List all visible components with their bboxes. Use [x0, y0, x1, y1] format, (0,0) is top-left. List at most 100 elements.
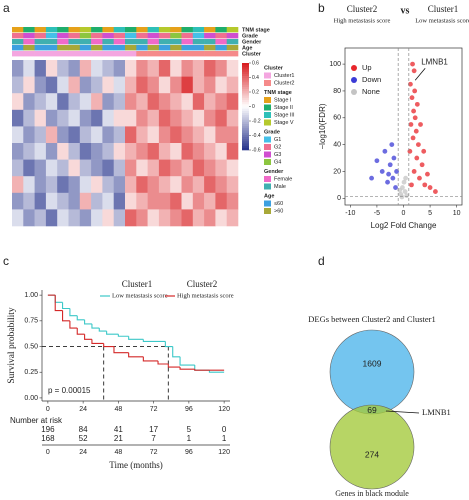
- annotation-cell: [34, 33, 47, 39]
- annotation-cell: [91, 51, 103, 57]
- heat-cell: [34, 192, 47, 210]
- heat-cell: [79, 126, 92, 144]
- colorbar-step: [242, 141, 249, 144]
- heat-cell: [136, 109, 148, 127]
- survival-step: [106, 331, 119, 335]
- heat-cell: [226, 209, 239, 227]
- point: [374, 158, 380, 164]
- header-title: Cluster2: [347, 4, 378, 14]
- point: [427, 185, 433, 190]
- legend-marker: [351, 89, 357, 95]
- heat-cell: [79, 159, 92, 177]
- heat-cell: [102, 159, 114, 177]
- survival-step: [91, 323, 100, 329]
- heat-cell: [204, 143, 216, 160]
- survival-step: [76, 328, 85, 335]
- heat-cell: [136, 93, 148, 111]
- venn-set: [329, 329, 415, 415]
- heat-cell: [226, 126, 239, 144]
- heat-cell: [170, 143, 182, 160]
- p-value: p = 0.00015: [48, 386, 91, 395]
- heat-cell: [68, 76, 81, 94]
- header-subtitle: Low metastasis score: [415, 17, 469, 24]
- annotation-cell: [91, 33, 103, 39]
- panel-label: d: [318, 254, 325, 268]
- heat-cell: [45, 159, 58, 177]
- heat-cell: [113, 176, 126, 194]
- point: [397, 187, 403, 193]
- heat-cell: [113, 192, 126, 210]
- annotation-cell: [34, 45, 47, 51]
- legend-title: TNM stage: [264, 90, 292, 96]
- annotation-cell: [68, 33, 81, 39]
- y-tick-label: 0.00: [24, 395, 38, 402]
- legend-label: Low metastasis score: [112, 292, 168, 299]
- legend-title: Grade: [264, 129, 280, 135]
- annotation-cell: [34, 39, 47, 45]
- survival-step: [117, 334, 129, 337]
- annotation-cell: [12, 27, 24, 33]
- heat-cell: [34, 143, 47, 160]
- legend-swatch: [264, 159, 271, 165]
- heat-cell: [158, 159, 171, 177]
- heat-cell: [136, 209, 148, 227]
- y-axis-label: Survival probability: [7, 307, 17, 384]
- colorbar-step: [242, 69, 249, 72]
- x-tick-label: 96: [185, 406, 193, 413]
- annotation-cell: [57, 39, 69, 45]
- annotation-cell: [204, 33, 216, 39]
- heat-cell: [215, 159, 227, 177]
- x-tick-label: 24: [79, 449, 87, 456]
- point: [385, 179, 390, 185]
- panel-label: c: [3, 254, 9, 268]
- legend-label: Stage I: [274, 97, 292, 103]
- heat-cell: [136, 159, 148, 177]
- panel-label: b: [318, 1, 325, 15]
- heat-cell: [113, 209, 126, 227]
- annotation-cell: [215, 27, 227, 33]
- point: [391, 155, 397, 161]
- x-axis-label: Time (months): [109, 460, 162, 470]
- heat-cell: [204, 126, 216, 144]
- heat-cell: [215, 209, 227, 227]
- heat-cell: [113, 143, 126, 160]
- annotation-cell: [215, 51, 227, 57]
- annotation-cell: [12, 45, 24, 51]
- point: [409, 182, 414, 188]
- legend-label: Down: [362, 75, 381, 84]
- heat-cell: [136, 76, 148, 94]
- x-tick-label: -5: [374, 210, 380, 217]
- heat-cell: [68, 209, 81, 227]
- heat-cell: [136, 126, 148, 144]
- annotation: LMNB1: [422, 407, 451, 417]
- risk-count: 17: [149, 425, 158, 434]
- heat-cell: [91, 192, 103, 210]
- legend-swatch: [264, 208, 271, 214]
- heat-cell: [79, 192, 92, 210]
- legend-label: >60: [274, 208, 283, 214]
- point: [411, 68, 417, 74]
- colorbar-step: [242, 136, 249, 140]
- annotation-cell: [79, 33, 92, 39]
- risk-count: 5: [187, 425, 192, 434]
- annotation-cell: [12, 39, 24, 45]
- y-tick-label: 0.25: [24, 369, 38, 376]
- annotation-cell: [226, 27, 239, 33]
- heat-cell: [68, 93, 81, 111]
- legend-label: Up: [362, 63, 372, 72]
- point: [394, 169, 399, 174]
- point: [403, 175, 409, 181]
- annotation-cell: [226, 51, 239, 57]
- heat-cell: [136, 192, 148, 210]
- heat-cell: [102, 209, 114, 227]
- legend-swatch: [264, 136, 271, 143]
- heat-cell: [113, 109, 126, 127]
- point: [414, 101, 420, 107]
- heat-cell: [181, 126, 194, 144]
- annotation-cell: [181, 27, 194, 33]
- heat-cell: [125, 176, 137, 194]
- heat-cell: [91, 60, 103, 77]
- heat-cell: [45, 109, 58, 127]
- heat-cell: [79, 209, 92, 227]
